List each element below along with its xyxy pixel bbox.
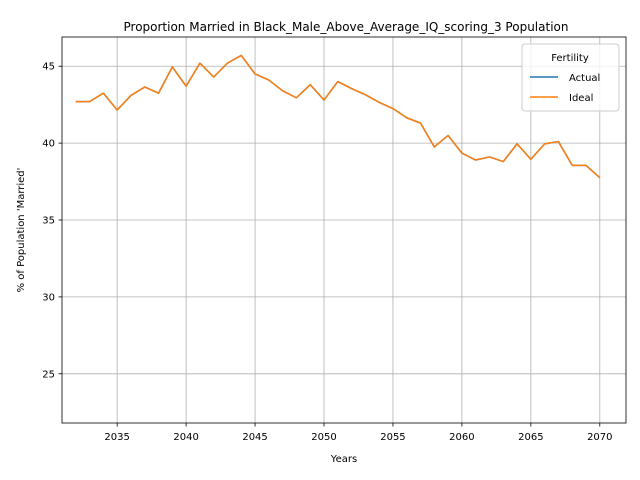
legend: Fertility Actual Ideal (521, 43, 620, 112)
y-axis-title: % of Population 'Married' (16, 168, 27, 293)
y-axis: 25 30 35 40 45 (42, 62, 62, 380)
y-tick-label: 35 (42, 216, 55, 227)
legend-label-actual: Actual (569, 73, 600, 84)
legend-label-ideal: Ideal (569, 93, 593, 104)
x-tick-label: 2045 (242, 432, 267, 443)
y-tick-label: 40 (42, 139, 55, 150)
x-axis: 2035 2040 2045 2050 2055 2060 2065 2070 (104, 423, 613, 443)
series-line-actual (75, 54, 601, 179)
x-tick-label: 2055 (380, 432, 405, 443)
legend-title: Fertility (551, 53, 589, 64)
x-tick-label: 2050 (311, 432, 336, 443)
y-tick-label: 30 (42, 292, 55, 303)
y-tick-label: 45 (42, 62, 55, 73)
legend-box (521, 43, 620, 112)
series-line-ideal (75, 54, 601, 179)
x-tick-label: 2060 (449, 432, 474, 443)
y-tick-label: 25 (42, 369, 55, 380)
plot-area-frame (61, 36, 627, 424)
chart-title: Proportion Married in Black_Male_Above_A… (124, 20, 569, 34)
series-layer (75, 54, 601, 179)
x-tick-label: 2065 (518, 432, 543, 443)
x-axis-title: Years (330, 454, 357, 465)
x-tick-label: 2035 (104, 432, 129, 443)
x-tick-label: 2040 (173, 432, 198, 443)
x-tick-label: 2070 (587, 432, 612, 443)
